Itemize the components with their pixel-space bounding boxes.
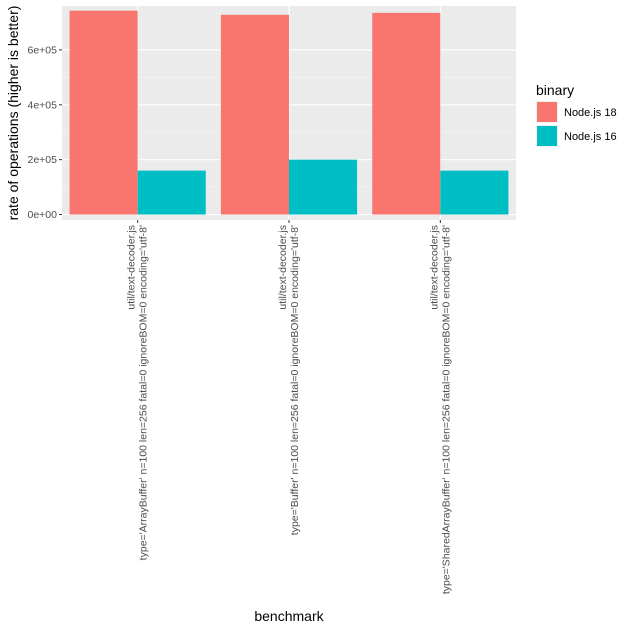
bar-node-js-18-3 [372, 12, 441, 215]
legend-label-node-js-18: Node.js 18 [564, 107, 617, 119]
y-tick-label: 4e+05 [28, 99, 58, 111]
legend-title: binary [536, 82, 574, 98]
bar-node-js-16-2 [289, 159, 358, 215]
x-tick-label-line1: util/text-decoder.js [277, 225, 289, 310]
x-axis: util/text-decoder.js type='ArrayBuffer' n… [126, 220, 452, 594]
bar-node-js-18-2 [220, 14, 289, 215]
y-tick-label: 0e+00 [28, 209, 58, 221]
x-tick-label: util/text-decoder.js type='Buffer' n=100 … [277, 225, 301, 535]
legend-label-node-js-16: Node.js 16 [564, 131, 617, 143]
bars [69, 10, 509, 215]
x-tick-label-line2: type='SharedArrayBuffer' n=100 len=256 f… [440, 225, 452, 594]
bar-node-js-16-1 [137, 170, 206, 215]
y-tick-label: 6e+05 [28, 44, 58, 56]
x-tick-label: util/text-decoder.js type='SharedArrayBuf… [428, 225, 452, 594]
y-axis-title: rate of operations (higher is better) [5, 6, 21, 221]
bar-node-js-18-1 [69, 10, 138, 215]
y-tick-label: 2e+05 [28, 154, 58, 166]
x-tick-label-line2: type='Buffer' n=100 len=256 fatal=0 igno… [289, 225, 301, 535]
x-axis-title: benchmark [254, 608, 324, 624]
bar-node-js-16-3 [440, 170, 509, 215]
legend: binary Node.js 18 Node.js 16 [536, 82, 617, 147]
legend-swatch-node-js-18 [537, 102, 557, 122]
y-axis: 0e+00 2e+05 4e+05 6e+05 [28, 44, 62, 221]
x-tick-label: util/text-decoder.js type='ArrayBuffer' n… [126, 225, 150, 560]
x-tick-label-line1: util/text-decoder.js [126, 225, 138, 310]
legend-swatch-node-js-16 [537, 126, 557, 146]
x-tick-label-line2: type='ArrayBuffer' n=100 len=256 fatal=0… [138, 225, 150, 560]
x-tick-label-line1: util/text-decoder.js [428, 225, 440, 310]
